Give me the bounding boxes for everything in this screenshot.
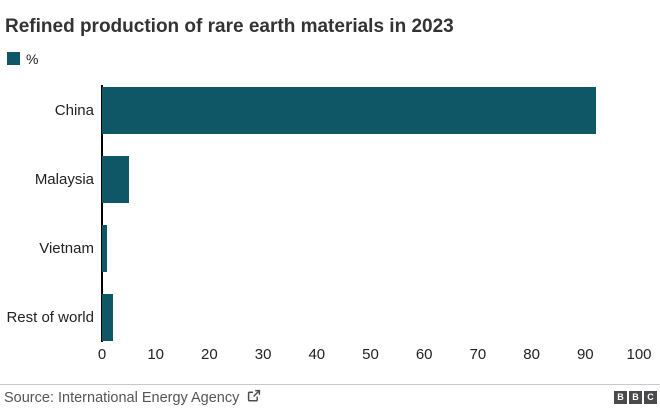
x-tick-label: 20: [201, 346, 218, 363]
x-tick-label: 60: [415, 346, 433, 363]
bar-row: China: [0, 85, 660, 134]
y-axis-line: [101, 85, 103, 342]
x-tick-label: 30: [254, 346, 272, 363]
bar: [102, 294, 113, 341]
x-tick-label: 0: [97, 346, 107, 363]
bbc-logo-block: B: [629, 391, 642, 404]
bar: [102, 156, 129, 203]
x-tick-label: 40: [308, 346, 326, 363]
bar: [102, 87, 597, 134]
bbc-logo-block: B: [614, 391, 627, 404]
bbc-logo-block: C: [644, 391, 657, 404]
bar-chart: China Malaysia Vietnam Rest of world 0 10 20 3…: [0, 85, 660, 364]
bar-row: Rest of world: [0, 292, 660, 341]
x-tick-label: 100: [626, 346, 652, 363]
category-label: China: [54, 102, 94, 119]
bar-row: Vietnam: [0, 223, 660, 272]
chart-title: Refined production of rare earth materia…: [5, 16, 454, 37]
category-label: Rest of world: [6, 309, 94, 326]
divider: [0, 384, 660, 385]
x-tick-label: 90: [576, 346, 594, 363]
category-label: Malaysia: [34, 171, 94, 188]
legend-swatch: [7, 52, 20, 65]
x-tick-label: 80: [523, 346, 540, 363]
x-axis: 0 10 20 30 40 50 60 70 80 90 100: [0, 346, 660, 364]
legend: %: [7, 50, 39, 67]
external-link-icon[interactable]: [247, 389, 261, 407]
source-row: Source: International Energy Agency: [4, 388, 261, 408]
bar-row: Malaysia: [0, 154, 660, 203]
legend-label: %: [26, 50, 39, 67]
x-tick-label: 10: [147, 346, 165, 363]
x-tick-label: 50: [362, 346, 379, 363]
bar: [102, 225, 108, 272]
category-label: Vietnam: [39, 240, 94, 257]
x-tick-label: 70: [469, 346, 487, 363]
source-text: Source: International Energy Agency: [4, 390, 240, 406]
